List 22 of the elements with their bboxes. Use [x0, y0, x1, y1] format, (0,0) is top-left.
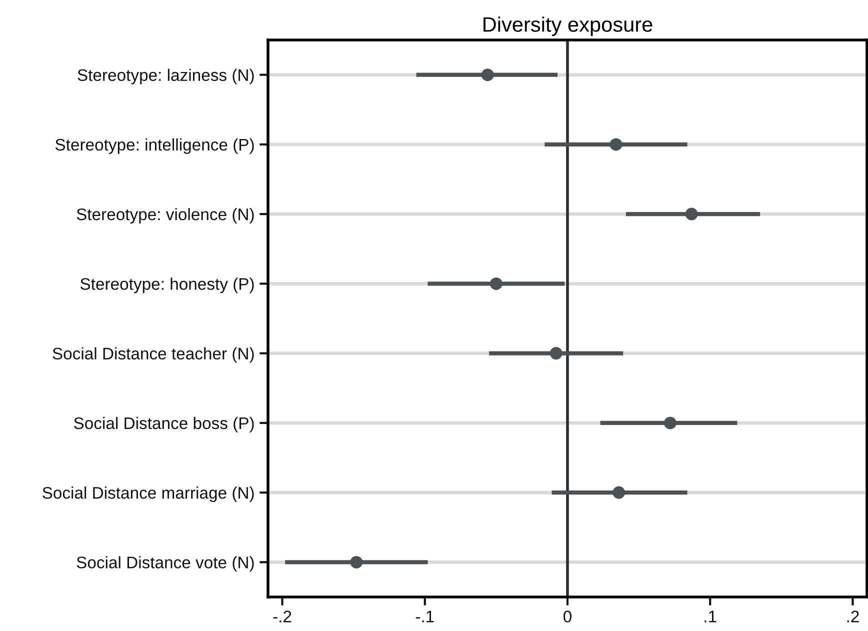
- x-tick-label: -.2: [273, 610, 292, 622]
- point: [664, 416, 676, 430]
- x-tick-label: -.1: [416, 610, 434, 622]
- point: [481, 68, 494, 82]
- point: [610, 138, 622, 151]
- y-tick-label: Social Distance vote (N): [76, 556, 254, 572]
- y-tick-label: Social Distance teacher (N): [52, 347, 254, 363]
- y-tick-label: Stereotype: laziness (N): [78, 68, 254, 84]
- y-tick-label: Social Distance boss (P): [74, 416, 254, 432]
- chart-title: Diversity exposure: [484, 16, 652, 36]
- y-tick-label: Stereotype: violence (N): [76, 208, 254, 224]
- point: [550, 347, 562, 360]
- x-tick-label: 0: [564, 610, 572, 622]
- point: [685, 208, 698, 220]
- x-tick-label: .1: [704, 610, 716, 622]
- y-tick-label: Stereotype: honesty (P): [80, 278, 254, 294]
- x-tick-label: .2: [847, 610, 859, 622]
- point: [350, 556, 363, 568]
- point: [490, 277, 502, 290]
- y-tick-label: Social Distance marriage (N): [42, 486, 254, 502]
- point: [612, 486, 626, 499]
- y-tick-label: Stereotype: intelligence (P): [55, 138, 254, 154]
